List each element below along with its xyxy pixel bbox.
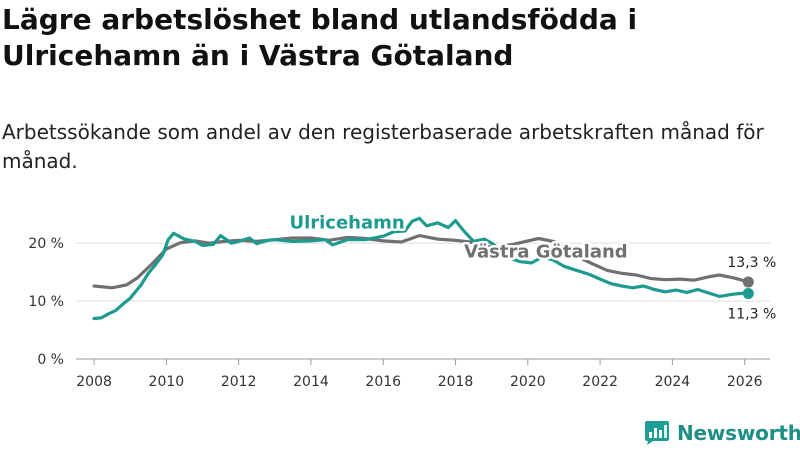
series-end-label-v-stra-g-taland: 13,3 % [727, 255, 776, 271]
label-layer: 13,3 % 11,3 % Ulricehamn Västra Götaland [287, 210, 776, 323]
series-layer [92, 216, 754, 321]
series-annotation-ulricehamn: Ulricehamn [289, 213, 404, 234]
x-tick-label: 2012 [221, 374, 257, 390]
y-tick-label: 10 % [28, 294, 64, 310]
series-line-ulricehamn [92, 216, 750, 321]
newsworthy-logo-icon [645, 421, 669, 445]
grid-layer [76, 242, 770, 360]
x-tick-label: 2010 [149, 374, 185, 390]
x-tick-label: 2018 [438, 374, 474, 390]
chart-subtitle: Arbetssökande som andel av den registerb… [2, 120, 764, 173]
x-tick-label: 2022 [582, 374, 618, 390]
y-tick-label: 20 % [28, 236, 64, 252]
x-tick-label: 2024 [655, 374, 691, 390]
newsworthy-brand[interactable]: Newsworthy [644, 418, 800, 448]
x-tick-label: 2020 [510, 374, 546, 390]
x-tick-label: 2026 [727, 374, 763, 390]
series-end-marker-ulricehamn [742, 288, 754, 300]
series-line-v-stra-g-taland [92, 234, 750, 290]
x-tick-label: 2016 [365, 374, 401, 390]
x-tick-label: 2008 [76, 374, 112, 390]
y-tick-label: 0 % [37, 352, 64, 368]
series-annotation-v-stra-g-taland: Västra Götaland [464, 242, 628, 263]
series-end-label-ulricehamn: 11,3 % [727, 307, 776, 323]
x-tick-label: 2014 [293, 374, 329, 390]
axis-layer: 0 % 10 % 20 % 2008 2010 2012 2014 2016 2018 2020 2… [28, 236, 762, 390]
series-end-marker-v-stra-g-taland [742, 276, 754, 288]
brand-name: Newsworthy [677, 421, 800, 445]
chart-title: Lägre arbetslöshet bland utlandsfödda i … [2, 3, 638, 72]
